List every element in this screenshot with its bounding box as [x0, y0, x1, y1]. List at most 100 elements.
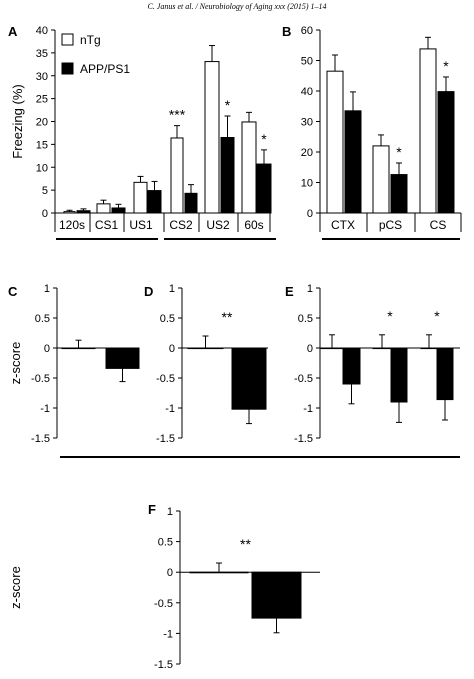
y-tick-label-e: 0.5	[298, 313, 313, 325]
bar-ntg-d	[187, 347, 224, 350]
bar-app-ps1-b	[390, 174, 408, 214]
bar-ntg-a	[133, 181, 148, 214]
category-label-a: CS1	[95, 218, 119, 232]
bar-ntg-a	[96, 203, 111, 214]
y-tick-label-f: 0.5	[158, 537, 173, 549]
y-tick-label-c: -0.5	[31, 373, 50, 385]
panel-letter-e: E	[285, 284, 294, 299]
y-axis-label-c: z-score	[8, 342, 23, 385]
y-tick-label-d: 0	[169, 343, 175, 355]
y-tick-label-e: -1	[303, 403, 313, 415]
y-tick-label-b: 60	[301, 25, 313, 37]
panel-letter-d: D	[144, 284, 153, 299]
bar-ntg-e	[320, 347, 344, 350]
category-label-a: CS2	[169, 218, 193, 232]
bar-app-ps1-e	[342, 347, 361, 385]
significance-mark-a: *	[261, 131, 267, 147]
y-tick-label-f: -1.5	[154, 659, 173, 671]
y-tick-label-a: 30	[36, 71, 48, 83]
bar-app-ps1-a	[147, 190, 162, 214]
y-tick-label-f: -1	[163, 628, 173, 640]
significance-mark-b: *	[443, 58, 449, 74]
bar-app-ps1-a	[220, 137, 235, 214]
significance-mark-a: *	[225, 97, 231, 113]
significance-mark-d: **	[222, 309, 233, 325]
y-tick-label-d: -0.5	[156, 373, 175, 385]
category-label-b: pCS	[379, 218, 402, 232]
panel-letter-f: F	[148, 502, 156, 517]
y-axis-label-a: Freezing (%)	[10, 84, 25, 158]
bar-app-ps1-e	[390, 347, 408, 403]
bar-ntg-e	[420, 347, 438, 350]
y-tick-label-b: 10	[301, 178, 313, 190]
y-tick-label-b: 20	[301, 147, 313, 159]
y-tick-label-a: 20	[36, 117, 48, 129]
y-tick-label-b: 30	[301, 117, 313, 129]
journal-header: C. Janus et al. / Neurobiology of Aging …	[147, 2, 327, 11]
bar-ntg-a	[63, 211, 76, 214]
bar-ntg-a	[170, 137, 184, 214]
significance-mark-e: *	[434, 308, 440, 324]
category-label-a: US2	[206, 218, 230, 232]
y-tick-label-e: 0	[307, 343, 313, 355]
y-tick-label-a: 25	[36, 94, 48, 106]
significance-mark-f: **	[240, 536, 251, 552]
category-label-a: US1	[129, 218, 153, 232]
category-label-a: 120s	[59, 218, 85, 232]
y-tick-label-d: -1	[165, 403, 175, 415]
bar-app-ps1-e	[436, 347, 454, 401]
legend-swatch-ntg	[61, 33, 74, 46]
y-tick-label-f: 1	[167, 506, 173, 518]
panel-letter-a: A	[8, 24, 18, 39]
y-tick-label-a: 10	[36, 162, 48, 174]
bar-ntg-c	[61, 347, 96, 350]
y-tick-label-d: -1.5	[156, 433, 175, 445]
y-tick-label-d: 1	[169, 283, 175, 295]
legend-swatch-app-ps1	[61, 62, 74, 75]
panel-letter-c: C	[8, 284, 18, 299]
y-tick-label-a: 0	[42, 208, 48, 220]
significance-mark-e: *	[387, 308, 393, 324]
bar-ntg-b	[419, 48, 437, 214]
panel-letter-b: B	[282, 24, 291, 39]
category-label-b: CTX	[331, 218, 355, 232]
bar-ntg-b	[372, 145, 390, 214]
bar-ntg-a	[241, 121, 257, 214]
y-tick-label-e: 1	[307, 283, 313, 295]
y-tick-label-d: 0.5	[160, 313, 175, 325]
bar-ntg-a	[204, 61, 220, 214]
y-tick-label-b: 40	[301, 86, 313, 98]
y-tick-label-c: -1	[40, 403, 50, 415]
bar-app-ps1-c	[105, 347, 140, 369]
y-tick-label-c: 0	[44, 343, 50, 355]
y-axis-label-f: z-score	[8, 566, 23, 609]
y-tick-label-f: 0	[167, 567, 173, 579]
bar-app-ps1-f	[251, 571, 302, 619]
y-tick-label-a: 5	[42, 185, 48, 197]
y-tick-label-a: 40	[36, 25, 48, 37]
bar-app-ps1-a	[184, 192, 198, 214]
y-tick-label-f: -0.5	[154, 598, 173, 610]
category-label-a: 60s	[244, 218, 263, 232]
legend-label-app-ps1: APP/PS1	[80, 62, 130, 76]
legend-label-ntg: nTg	[80, 33, 101, 47]
y-tick-label-e: -1.5	[294, 433, 313, 445]
bar-app-ps1-a	[111, 207, 126, 214]
y-tick-label-e: -0.5	[294, 373, 313, 385]
y-tick-label-c: -1.5	[31, 433, 50, 445]
bar-app-ps1-b	[437, 91, 455, 214]
significance-mark-a: ***	[169, 107, 186, 123]
bar-ntg-e	[372, 347, 392, 350]
y-tick-label-c: 1	[44, 283, 50, 295]
category-label-b: CS	[430, 218, 447, 232]
bar-ntg-f	[189, 571, 249, 574]
significance-mark-b: *	[396, 144, 402, 160]
bar-app-ps1-b	[344, 110, 362, 214]
bar-app-ps1-d	[231, 347, 267, 410]
y-tick-label-b: 50	[301, 56, 313, 68]
y-tick-label-a: 35	[36, 48, 48, 60]
bar-app-ps1-a	[256, 163, 272, 214]
bar-app-ps1-a	[76, 210, 91, 214]
y-tick-label-b: 0	[307, 208, 313, 220]
